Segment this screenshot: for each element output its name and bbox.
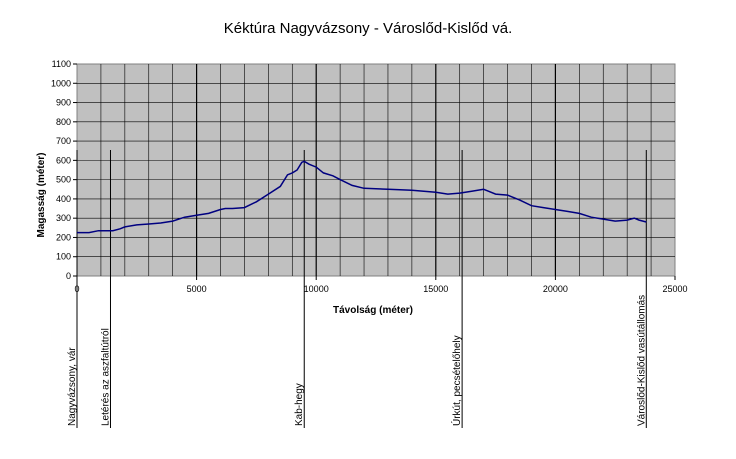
y-tick-label: 200 (56, 232, 71, 242)
y-tick-label: 800 (56, 117, 71, 127)
x-tick-label: 25000 (662, 284, 687, 294)
x-tick-label: 20000 (543, 284, 568, 294)
waypoint-label: Nagyvázsony, vár (67, 347, 78, 426)
gridlines (77, 64, 675, 276)
y-tick-label: 500 (56, 175, 71, 185)
y-tick-label: 1100 (52, 59, 71, 69)
y-axis-ticks: 0 100 200 300 400 500 600 700 800 900 1000 1100 (51, 59, 77, 281)
waypoint-label: Letérés az aszfaltútról (100, 328, 111, 426)
y-tick-label: 900 (56, 98, 71, 108)
y-tick-label: 600 (56, 155, 71, 165)
x-axis-label: Távolság (méter) (333, 305, 413, 316)
waypoint-markers (76, 150, 647, 428)
y-tick-label: 0 (66, 271, 71, 281)
series-group (77, 160, 647, 234)
x-tick-label: 15000 (423, 284, 448, 294)
chart-title: Kéktúra Nagyvázsony - Városlőd-Kislőd vá… (224, 20, 512, 37)
x-tick-label: 5000 (187, 284, 207, 294)
y-axis-label: Magasság (méter) (36, 152, 47, 237)
elevation-line (77, 160, 647, 234)
waypoint-labels: Nagyvázsony, vár Letérés az aszfaltútról K… (67, 295, 647, 426)
x-tick-label: 10000 (304, 284, 329, 294)
y-tick-label: 400 (56, 194, 71, 204)
waypoint-label: Városlőd-Kislőd vasútállomás (636, 295, 647, 426)
y-tick-label: 700 (56, 136, 71, 146)
plot-area (76, 63, 676, 277)
waypoint-label: Úrkút, pecsételőhely (450, 335, 463, 426)
y-tick-label: 300 (56, 213, 71, 223)
waypoint-label: Kab-hegy (294, 383, 305, 426)
y-tick-label: 1000 (51, 78, 71, 88)
y-tick-label: 100 (56, 252, 71, 262)
